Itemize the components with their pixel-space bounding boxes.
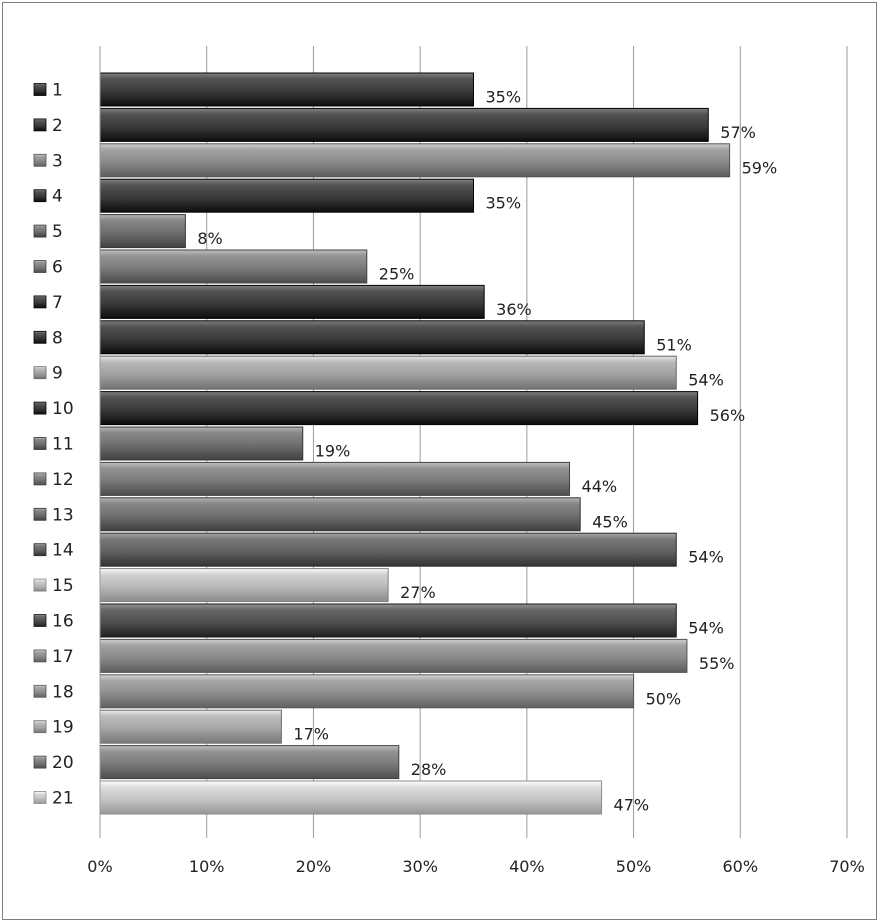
value-label-8: 51% <box>656 335 692 354</box>
category-marker-13 <box>33 507 47 521</box>
x-tick-label: 30% <box>402 857 438 876</box>
category-marker-11 <box>33 437 47 450</box>
category-marker-8 <box>33 330 47 344</box>
category-label-9: 9 <box>52 364 63 384</box>
value-label-6: 25% <box>379 265 415 284</box>
category-marker-4 <box>33 189 47 203</box>
bar-18 <box>99 674 635 709</box>
bar-13 <box>99 497 581 532</box>
value-label-7: 36% <box>496 300 532 319</box>
x-tick-label: 70% <box>829 857 865 876</box>
bar-7 <box>99 284 485 319</box>
bar-15 <box>99 568 389 603</box>
category-marker-14 <box>33 543 47 557</box>
bar-17 <box>99 638 688 673</box>
x-tick-label: 40% <box>509 857 545 876</box>
bar-layer <box>99 72 731 815</box>
bar-6 <box>99 249 368 284</box>
category-label-20: 20 <box>52 753 74 773</box>
value-label-1: 35% <box>486 88 522 107</box>
bar-2 <box>99 107 709 142</box>
x-tick-label: 20% <box>296 857 332 876</box>
category-label-3: 3 <box>52 151 63 171</box>
category-label-17: 17 <box>52 647 74 667</box>
category-label-2: 2 <box>52 116 63 136</box>
value-label-15: 27% <box>400 583 436 602</box>
bar-14 <box>99 532 677 567</box>
bar-9 <box>99 355 677 390</box>
category-label-11: 11 <box>52 435 74 455</box>
category-marker-18 <box>33 684 47 698</box>
category-marker-15 <box>33 578 47 592</box>
value-label-5: 8% <box>197 229 222 248</box>
value-label-20: 28% <box>411 760 447 779</box>
value-label-21: 47% <box>614 796 650 815</box>
category-label-18: 18 <box>52 682 74 702</box>
value-label-9: 54% <box>688 371 724 390</box>
category-marker-2 <box>33 118 47 132</box>
axis-layer: 0% 10% 20% 30% 40% 50% 60% 70% <box>87 46 865 876</box>
category-label-12: 12 <box>52 470 74 490</box>
value-label-2: 57% <box>720 123 756 142</box>
category-label-4: 4 <box>52 187 63 207</box>
bar-12 <box>99 461 571 496</box>
category-label-15: 15 <box>52 576 74 596</box>
category-marker-1 <box>33 83 47 96</box>
value-label-11: 19% <box>315 442 351 461</box>
category-marker-17 <box>33 649 47 663</box>
category-marker-20 <box>33 755 47 769</box>
bar-16 <box>99 603 677 638</box>
value-label-12: 44% <box>582 477 618 496</box>
value-label-13: 45% <box>592 512 628 531</box>
category-marker-3 <box>33 153 47 167</box>
category-marker-21 <box>33 791 47 804</box>
category-label-16: 16 <box>52 612 74 632</box>
category-marker-10 <box>33 401 47 415</box>
category-label-7: 7 <box>52 293 63 313</box>
bar-3 <box>99 143 731 178</box>
value-label-18: 50% <box>646 689 682 708</box>
category-marker-5 <box>33 224 47 238</box>
category-label-8: 8 <box>52 328 63 348</box>
value-label-19: 17% <box>293 725 329 744</box>
category-label-1: 1 <box>52 81 63 101</box>
category-marker-19 <box>33 720 47 734</box>
bar-19 <box>99 709 282 744</box>
x-tick-label: 10% <box>189 857 225 876</box>
bar-10 <box>99 391 699 426</box>
category-label-5: 5 <box>52 222 63 242</box>
category-label-10: 10 <box>52 399 74 419</box>
category-marker-12 <box>33 472 47 486</box>
category-label-19: 19 <box>52 718 74 738</box>
value-label-10: 56% <box>710 406 746 425</box>
category-marker-9 <box>33 366 47 380</box>
category-marker-6 <box>33 260 47 273</box>
x-tick-label: 60% <box>723 857 759 876</box>
bar-11 <box>99 426 304 461</box>
category-marker-16 <box>33 614 47 627</box>
category-label-6: 6 <box>52 258 63 278</box>
category-label-14: 14 <box>52 541 74 561</box>
value-label-17: 55% <box>699 654 735 673</box>
bar-1 <box>99 72 474 107</box>
category-label-21: 21 <box>52 789 74 809</box>
value-label-3: 59% <box>742 158 778 177</box>
bar-8 <box>99 320 645 355</box>
value-label-14: 54% <box>688 548 724 567</box>
value-label-4: 35% <box>486 194 522 213</box>
bar-21 <box>99 780 603 815</box>
value-label-16: 54% <box>688 619 724 638</box>
category-marker-7 <box>33 295 47 309</box>
bar-4 <box>99 178 474 213</box>
x-tick-label: 50% <box>616 857 652 876</box>
x-tick-label: 0% <box>87 857 112 876</box>
category-label-13: 13 <box>52 505 74 525</box>
label-layer: 1 35% 2 57% 3 59% 4 35% 5 8% 6 25% 7 36% 8 51% 9 54% 10 56%… <box>33 81 778 815</box>
bar-5 <box>99 214 186 249</box>
bar-20 <box>99 745 400 780</box>
